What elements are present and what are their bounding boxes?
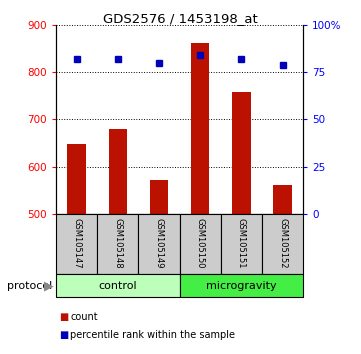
Bar xyxy=(273,185,292,214)
Bar xyxy=(221,214,262,274)
Text: control: control xyxy=(99,281,137,291)
Bar xyxy=(97,214,138,274)
Text: GSM105149: GSM105149 xyxy=(155,218,164,269)
Bar xyxy=(56,214,97,274)
Bar xyxy=(262,214,303,274)
Text: microgravity: microgravity xyxy=(206,281,277,291)
Bar xyxy=(67,144,86,214)
Text: GSM105148: GSM105148 xyxy=(113,218,122,269)
Text: protocol: protocol xyxy=(7,281,52,291)
Text: ▶: ▶ xyxy=(44,280,53,292)
Text: percentile rank within the sample: percentile rank within the sample xyxy=(70,330,235,339)
Bar xyxy=(180,274,303,297)
Bar xyxy=(109,129,127,214)
Bar xyxy=(232,92,251,214)
Text: GSM105152: GSM105152 xyxy=(278,218,287,269)
Text: ■: ■ xyxy=(60,312,69,322)
Text: GDS2576 / 1453198_at: GDS2576 / 1453198_at xyxy=(103,12,258,25)
Bar xyxy=(180,214,221,274)
Text: GSM105150: GSM105150 xyxy=(196,218,205,269)
Bar xyxy=(138,214,180,274)
Text: GSM105151: GSM105151 xyxy=(237,218,246,269)
Text: GSM105147: GSM105147 xyxy=(72,218,81,269)
Bar xyxy=(150,180,168,214)
Text: ■: ■ xyxy=(60,330,69,339)
Text: count: count xyxy=(70,312,98,322)
Bar xyxy=(191,43,209,214)
Bar xyxy=(56,274,180,297)
